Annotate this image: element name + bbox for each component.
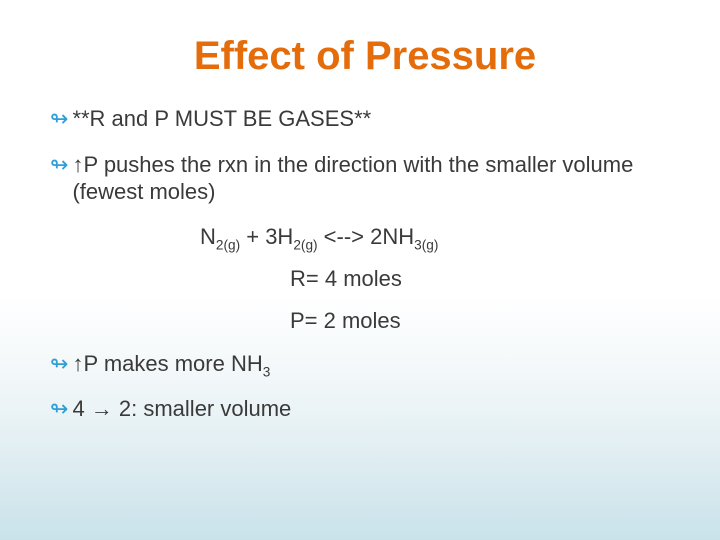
eq-part: N: [200, 224, 216, 249]
product-moles: P= 2 moles: [290, 308, 680, 334]
bullet-3-body: P makes more NH: [83, 351, 262, 376]
bullet-icon: ↬: [50, 350, 68, 378]
up-arrow-icon: ↑: [72, 351, 83, 376]
bullet-text: ↑P pushes the rxn in the direction with …: [72, 151, 680, 206]
bullet-text: **R and P MUST BE GASES**: [72, 105, 680, 133]
eq-sub: 2(g): [293, 237, 317, 252]
up-arrow-icon: ↑: [72, 152, 83, 177]
bullet-item-3: ↬ ↑P makes more NH3: [50, 350, 680, 378]
reactant-moles: R= 4 moles: [290, 266, 680, 292]
bullet-item-4: ↬ 4 → 2: smaller volume: [50, 395, 680, 423]
eq-sub: 2(g): [216, 237, 240, 252]
bullet-2-body: P pushes the rxn in the direction with t…: [72, 152, 633, 205]
bullet-text: 4 → 2: smaller volume: [72, 395, 680, 423]
eq-part: + 3H: [240, 224, 293, 249]
bullet-text: ↑P makes more NH3: [72, 350, 680, 378]
bullet-3-sub: 3: [263, 364, 271, 379]
bullet-icon: ↬: [50, 395, 68, 423]
equation-line: N2(g) + 3H2(g) <--> 2NH3(g): [200, 224, 680, 250]
slide: Effect of Pressure ↬ **R and P MUST BE G…: [0, 0, 720, 540]
eq-sub: 3(g): [414, 237, 438, 252]
bullet-icon: ↬: [50, 105, 68, 133]
bullet-icon: ↬: [50, 151, 68, 179]
slide-title: Effect of Pressure: [50, 34, 680, 79]
bullet-item-1: ↬ **R and P MUST BE GASES**: [50, 105, 680, 133]
eq-part: <--> 2NH: [318, 224, 415, 249]
bullet-item-2: ↬ ↑P pushes the rxn in the direction wit…: [50, 151, 680, 206]
